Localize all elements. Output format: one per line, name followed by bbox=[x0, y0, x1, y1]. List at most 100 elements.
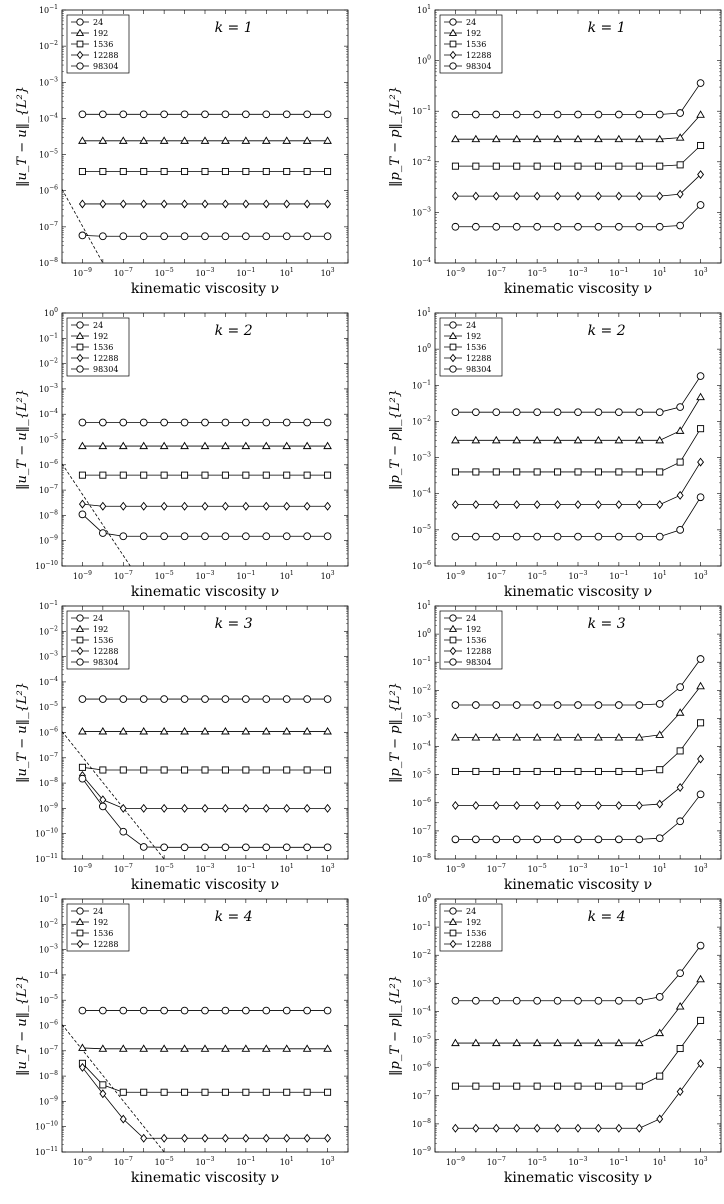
data-point-12288 bbox=[221, 803, 229, 813]
y-axis-label: ‖u_T − u‖_{L²} bbox=[15, 682, 30, 783]
data-point-192 bbox=[180, 1044, 189, 1052]
data-point-1536 bbox=[492, 468, 500, 476]
data-point-12288 bbox=[676, 189, 684, 199]
data-point-192 bbox=[675, 708, 685, 716]
y-tick-label: 100 bbox=[44, 307, 58, 318]
series-line-1536 bbox=[455, 1020, 701, 1087]
data-point-1536 bbox=[451, 468, 459, 476]
data-point-1536 bbox=[78, 471, 86, 479]
data-point-12288 bbox=[574, 191, 582, 201]
data-point-192 bbox=[282, 136, 292, 144]
data-point-12288 bbox=[594, 500, 602, 510]
data-point-12288 bbox=[160, 803, 168, 813]
data-point-24 bbox=[78, 695, 87, 703]
data-point-1536 bbox=[221, 766, 229, 774]
data-point-12288 bbox=[676, 490, 684, 500]
legend-marker-98304 bbox=[449, 365, 457, 373]
y-axis-label: ‖u_T − u‖_{L²} bbox=[15, 975, 30, 1076]
y-tick-label: 10−1 bbox=[412, 105, 431, 116]
data-point-98304 bbox=[696, 493, 705, 502]
data-point-12288 bbox=[615, 801, 623, 810]
x-tick-label: 103 bbox=[694, 570, 708, 581]
data-point-24 bbox=[635, 408, 644, 417]
data-point-1536 bbox=[303, 766, 311, 774]
data-point-1536 bbox=[513, 162, 521, 170]
data-point-98304 bbox=[303, 843, 311, 852]
data-point-98304 bbox=[139, 843, 148, 851]
data-point-192 bbox=[512, 134, 522, 143]
legend-marker-12288 bbox=[76, 50, 84, 60]
data-point-1536 bbox=[472, 468, 480, 476]
data-point-24 bbox=[574, 996, 582, 1005]
data-point-192 bbox=[139, 1044, 149, 1052]
legend-marker-12288 bbox=[449, 939, 457, 949]
data-point-192 bbox=[512, 1038, 522, 1047]
data-point-1536 bbox=[533, 468, 541, 476]
data-point-192 bbox=[221, 441, 230, 450]
data-point-1536 bbox=[451, 1082, 459, 1090]
x-tick-label: 10−7 bbox=[114, 863, 133, 874]
data-point-192 bbox=[139, 441, 149, 450]
legend-label: 24 bbox=[466, 18, 476, 27]
data-point-24 bbox=[594, 996, 603, 1005]
data-point-12288 bbox=[283, 199, 291, 209]
data-point-12288 bbox=[492, 191, 500, 201]
data-point-192 bbox=[532, 435, 542, 444]
data-point-98304 bbox=[303, 232, 311, 241]
data-point-24 bbox=[655, 110, 664, 119]
data-point-12288 bbox=[160, 199, 168, 209]
data-point-192 bbox=[451, 733, 460, 741]
data-point-192 bbox=[471, 134, 481, 143]
data-point-12288 bbox=[594, 191, 602, 201]
data-point-98304 bbox=[574, 835, 582, 844]
data-point-1536 bbox=[160, 1088, 168, 1096]
data-point-192 bbox=[159, 1044, 169, 1052]
data-point-192 bbox=[78, 726, 87, 735]
data-point-12288 bbox=[635, 801, 643, 810]
data-point-98304 bbox=[615, 222, 623, 231]
data-point-12288 bbox=[492, 1123, 500, 1133]
legend-marker-24 bbox=[76, 18, 84, 26]
data-point-1536 bbox=[119, 167, 127, 176]
data-point-192 bbox=[261, 1044, 271, 1052]
x-tick-label: 10−1 bbox=[236, 863, 255, 874]
legend-marker-12288 bbox=[76, 353, 84, 363]
legend-label: 12288 bbox=[93, 51, 118, 60]
data-point-24 bbox=[242, 418, 250, 427]
data-point-98304 bbox=[676, 526, 684, 534]
data-point-192 bbox=[634, 733, 644, 741]
series-line-1536 bbox=[455, 428, 701, 473]
data-point-192 bbox=[675, 426, 685, 434]
legend-label: 98304 bbox=[466, 365, 491, 374]
data-point-98304 bbox=[635, 532, 644, 541]
y-tick-label: 10−6 bbox=[412, 1062, 431, 1073]
data-point-1536 bbox=[242, 766, 250, 774]
y-tick-label: 10−7 bbox=[412, 1090, 431, 1101]
data-point-24 bbox=[303, 418, 311, 427]
data-point-98304 bbox=[492, 532, 501, 541]
data-point-1536 bbox=[262, 471, 270, 479]
legend: 24 192 1536 12288 98304 bbox=[439, 317, 503, 377]
data-point-192 bbox=[261, 726, 271, 735]
data-point-12288 bbox=[697, 754, 705, 764]
y-tick-label: 10−2 bbox=[412, 949, 431, 960]
data-point-98304 bbox=[451, 532, 460, 541]
data-point-24 bbox=[78, 1006, 87, 1015]
y-tick-label: 10−9 bbox=[39, 802, 58, 813]
legend-marker-192 bbox=[448, 28, 458, 36]
data-point-24 bbox=[451, 996, 460, 1005]
data-point-24 bbox=[533, 701, 541, 709]
y-tick-label: 10−4 bbox=[412, 1005, 431, 1016]
data-point-192 bbox=[200, 1044, 210, 1052]
y-tick-label: 10−4 bbox=[39, 676, 58, 687]
panel-title: k = 3 bbox=[215, 616, 253, 632]
data-point-1536 bbox=[140, 471, 148, 479]
data-point-12288 bbox=[303, 199, 311, 209]
data-point-1536 bbox=[492, 1082, 500, 1090]
data-point-12288 bbox=[472, 191, 480, 201]
series-line-1536 bbox=[82, 1063, 328, 1093]
data-point-1536 bbox=[181, 167, 189, 176]
x-tick-label: 10−7 bbox=[114, 1156, 133, 1167]
data-point-24 bbox=[160, 418, 168, 427]
data-point-98304 bbox=[533, 222, 541, 231]
